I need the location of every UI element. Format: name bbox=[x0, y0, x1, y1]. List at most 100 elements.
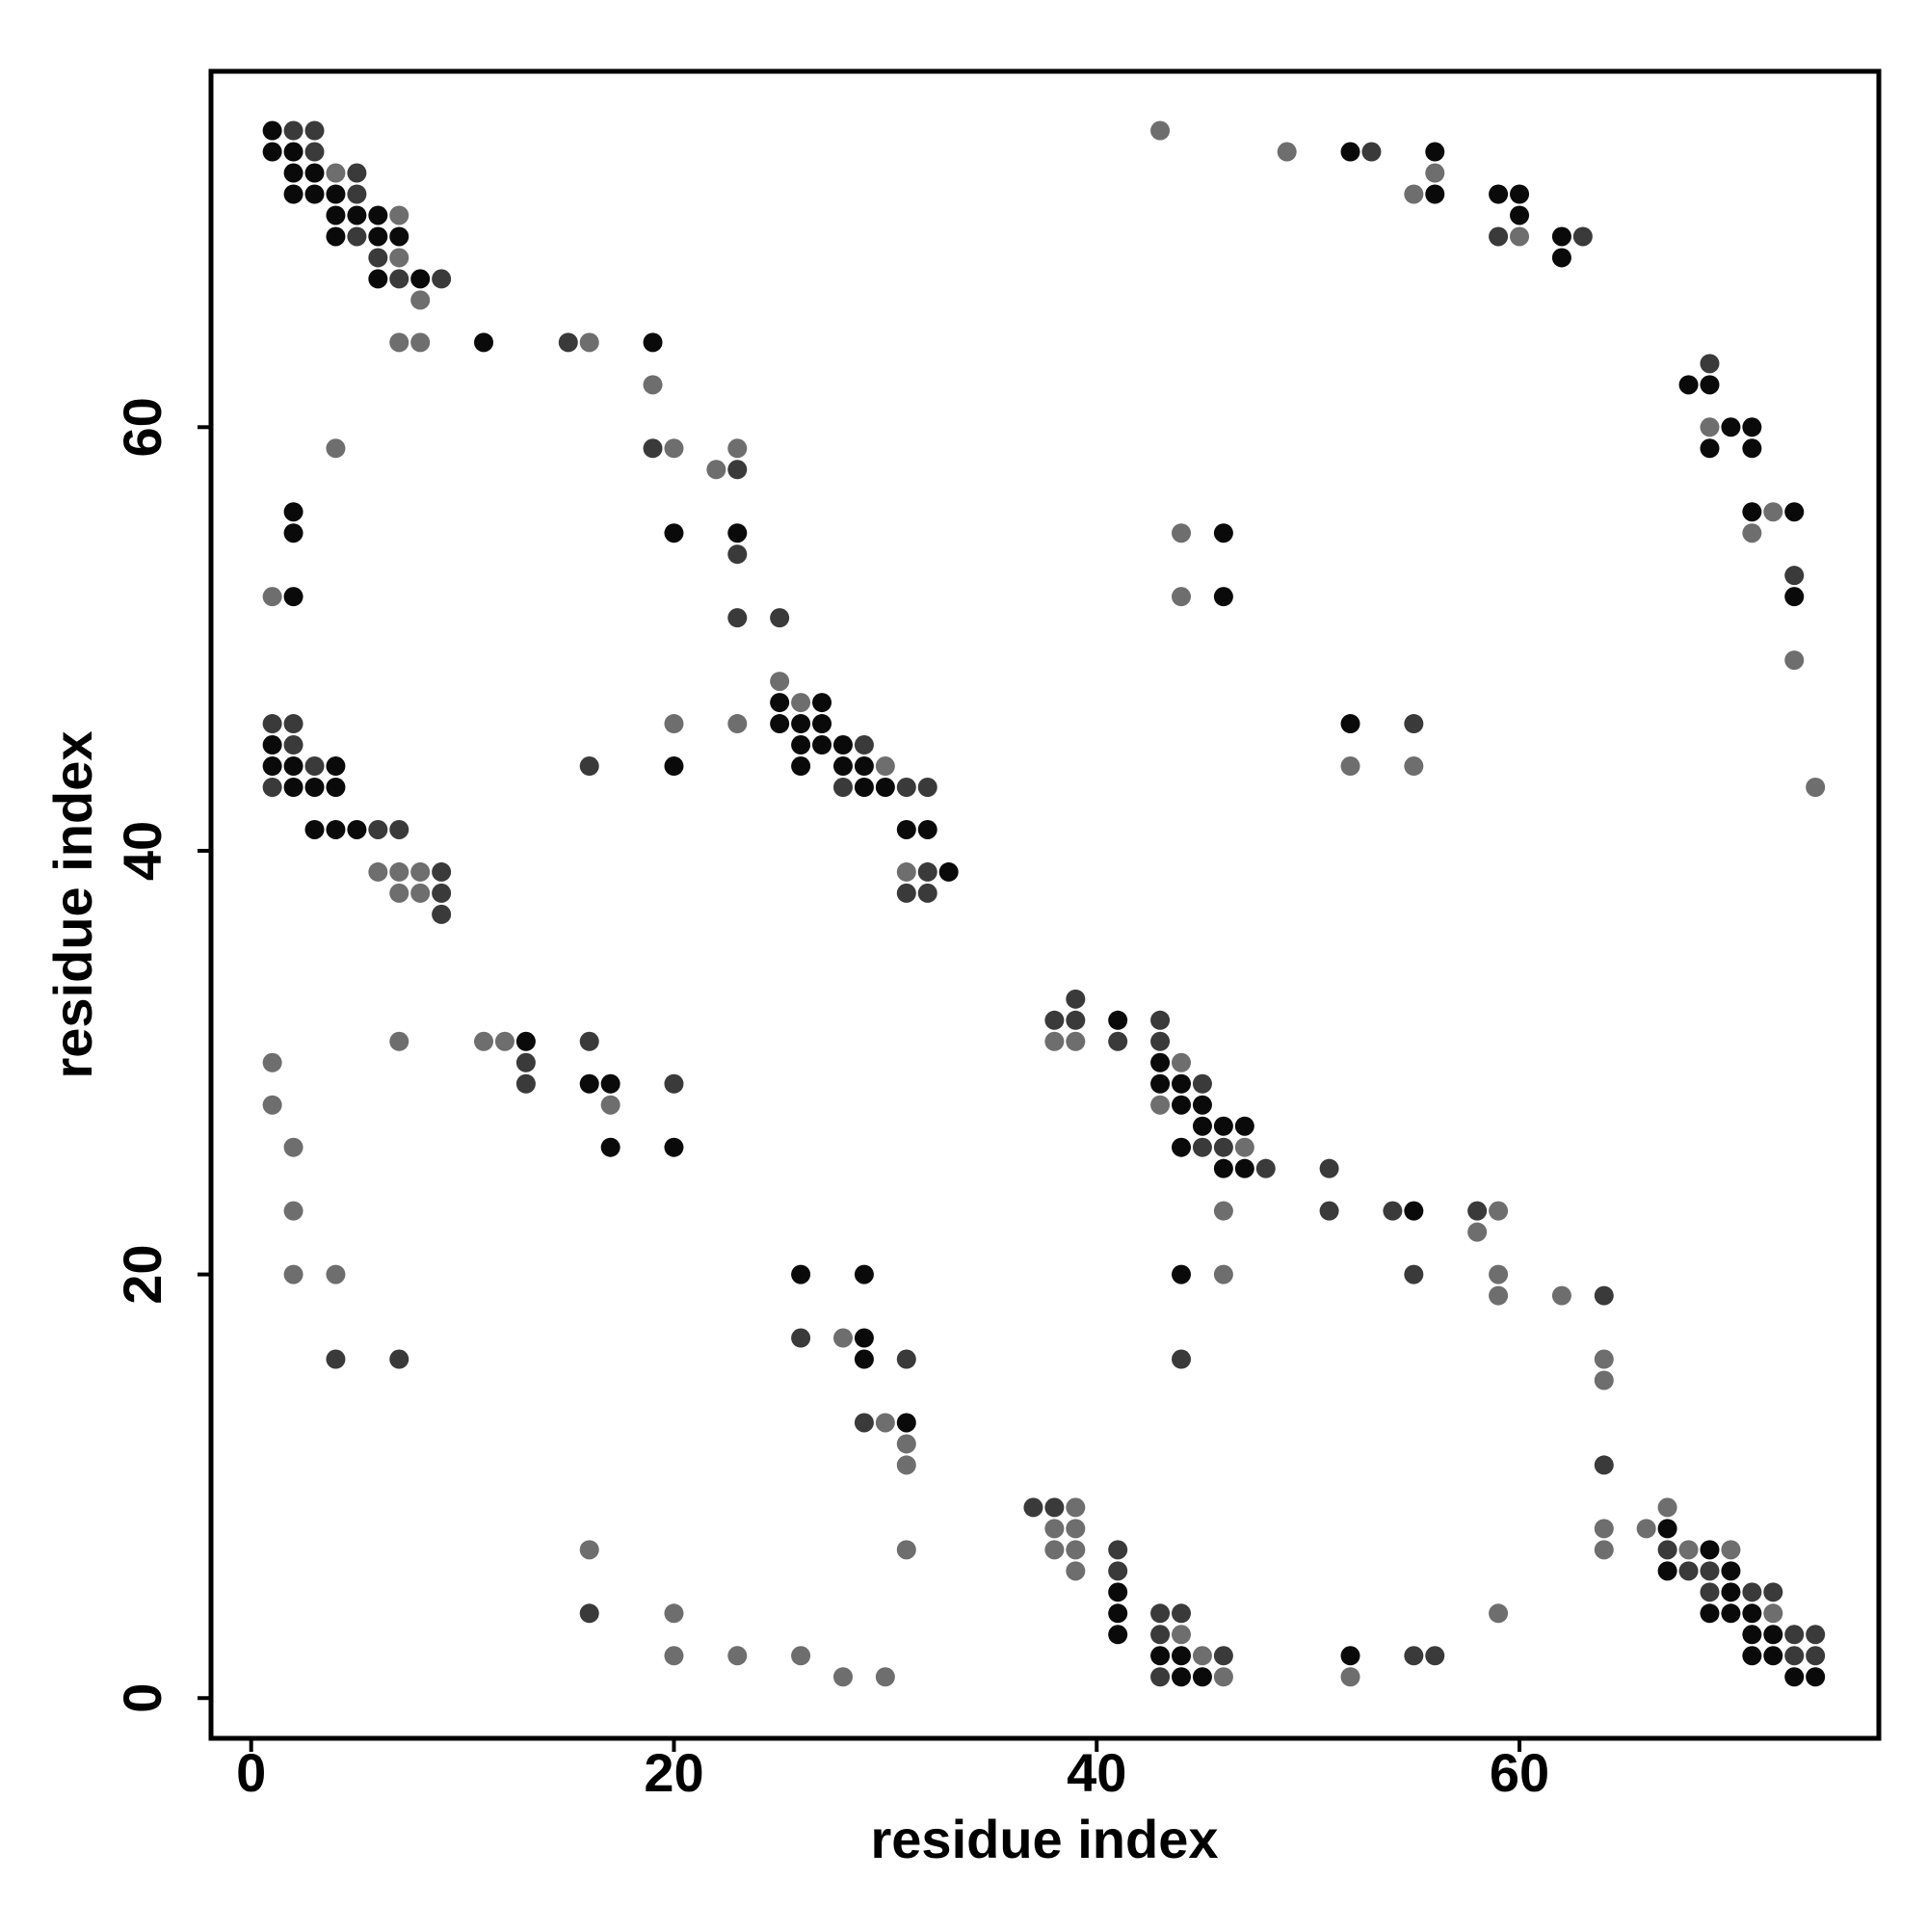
point bbox=[875, 777, 895, 797]
point bbox=[1066, 989, 1086, 1009]
point bbox=[1806, 777, 1826, 797]
point bbox=[832, 735, 853, 755]
point bbox=[347, 163, 367, 183]
point bbox=[1404, 1646, 1424, 1666]
point bbox=[1213, 1158, 1233, 1178]
point bbox=[1172, 1603, 1192, 1624]
point bbox=[1510, 226, 1530, 247]
point bbox=[283, 587, 304, 607]
point bbox=[1340, 714, 1360, 734]
point bbox=[262, 756, 282, 777]
point bbox=[368, 861, 388, 882]
point bbox=[579, 1031, 599, 1051]
point bbox=[1721, 1561, 1741, 1581]
point bbox=[1806, 1625, 1826, 1645]
point bbox=[1806, 1667, 1826, 1687]
point bbox=[326, 777, 346, 797]
point bbox=[875, 1413, 895, 1433]
point bbox=[896, 1455, 916, 1475]
point bbox=[1150, 1073, 1171, 1094]
point bbox=[1192, 1137, 1212, 1157]
point bbox=[1425, 142, 1445, 162]
point bbox=[262, 120, 282, 141]
point bbox=[1044, 1540, 1065, 1560]
point bbox=[1467, 1222, 1488, 1242]
point bbox=[283, 120, 304, 141]
point bbox=[1108, 1540, 1128, 1560]
point bbox=[1172, 1052, 1192, 1072]
point bbox=[262, 735, 282, 755]
point bbox=[1340, 1667, 1360, 1687]
point bbox=[600, 1137, 620, 1157]
point bbox=[1763, 1625, 1783, 1645]
point bbox=[389, 226, 409, 247]
point bbox=[875, 1667, 895, 1687]
point bbox=[1172, 1095, 1192, 1115]
point bbox=[727, 523, 748, 543]
point bbox=[1594, 1540, 1614, 1560]
point bbox=[1340, 756, 1360, 777]
point bbox=[896, 883, 916, 903]
point bbox=[1742, 1646, 1762, 1666]
point bbox=[832, 1328, 853, 1348]
point bbox=[896, 1413, 916, 1433]
point bbox=[1763, 1582, 1783, 1602]
point bbox=[326, 1264, 346, 1284]
point bbox=[664, 756, 684, 777]
point bbox=[854, 1328, 874, 1348]
point bbox=[1467, 1201, 1488, 1221]
point bbox=[896, 819, 916, 839]
point bbox=[1784, 502, 1805, 522]
point bbox=[1066, 1010, 1086, 1030]
point bbox=[770, 714, 790, 734]
point bbox=[389, 332, 409, 353]
point bbox=[854, 1349, 874, 1369]
point bbox=[791, 1328, 811, 1348]
point bbox=[1192, 1116, 1212, 1136]
point bbox=[1172, 1073, 1192, 1094]
y-tick-label: 20 bbox=[112, 1244, 172, 1304]
point bbox=[1066, 1540, 1086, 1560]
point bbox=[368, 819, 388, 839]
point bbox=[1213, 523, 1233, 543]
point bbox=[1150, 1603, 1171, 1624]
point bbox=[283, 142, 304, 162]
point bbox=[1234, 1137, 1254, 1157]
point bbox=[1277, 142, 1297, 162]
point bbox=[812, 714, 832, 734]
point bbox=[917, 777, 937, 797]
point bbox=[283, 735, 304, 755]
point bbox=[283, 777, 304, 797]
point bbox=[410, 861, 431, 882]
point bbox=[1172, 587, 1192, 607]
point bbox=[304, 756, 325, 777]
point bbox=[875, 756, 895, 777]
point bbox=[1319, 1158, 1339, 1178]
point bbox=[770, 693, 790, 713]
point bbox=[304, 163, 325, 183]
point bbox=[917, 861, 937, 882]
point bbox=[1784, 566, 1805, 586]
point bbox=[432, 269, 452, 289]
point bbox=[1213, 1116, 1233, 1136]
point bbox=[1213, 1137, 1233, 1157]
point bbox=[1172, 1264, 1192, 1284]
point bbox=[1657, 1497, 1677, 1518]
point bbox=[1742, 1603, 1762, 1624]
point bbox=[283, 502, 304, 522]
point bbox=[1784, 650, 1805, 671]
point bbox=[262, 777, 282, 797]
point bbox=[389, 269, 409, 289]
point bbox=[1742, 1625, 1762, 1645]
point bbox=[896, 1540, 916, 1560]
point bbox=[1678, 375, 1699, 395]
point bbox=[304, 819, 325, 839]
point bbox=[389, 248, 409, 268]
point bbox=[1806, 1646, 1826, 1666]
point bbox=[1213, 1201, 1233, 1221]
point bbox=[262, 714, 282, 734]
point bbox=[854, 777, 874, 797]
point bbox=[1192, 1073, 1212, 1094]
point bbox=[410, 269, 431, 289]
